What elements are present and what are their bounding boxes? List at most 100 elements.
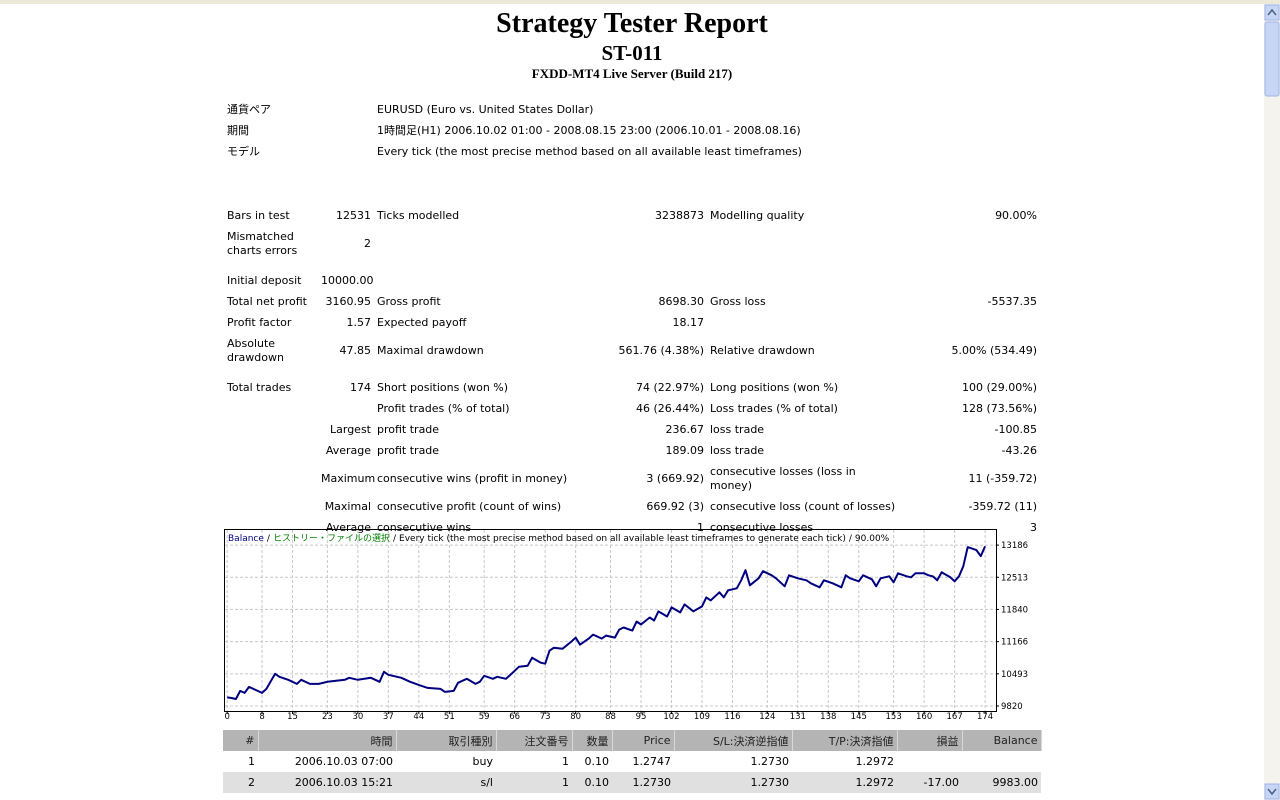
trade-cell bbox=[962, 751, 1041, 772]
x-tick-label: 0 bbox=[224, 712, 229, 722]
stats-row: Maximal consecutive profit (count of wins… bbox=[224, 496, 1040, 517]
x-tick-label: 167 bbox=[947, 712, 963, 722]
x-tick-label: 88 bbox=[605, 712, 616, 722]
arrow-down bbox=[1267, 788, 1277, 796]
stat-label: Ticks modelled bbox=[377, 208, 460, 222]
stat-value: -5537.35 bbox=[987, 294, 1038, 308]
legend-separator: / bbox=[848, 534, 852, 544]
balance-line bbox=[227, 545, 987, 700]
stat-value: 74 (22.97%) bbox=[635, 380, 704, 394]
info-label: 期間 bbox=[227, 123, 249, 137]
stats-row: Total net profit 3160.95 Gross profit 8698.… bbox=[224, 291, 1040, 312]
trade-cell: 1 bbox=[248, 755, 255, 768]
stat-label bbox=[224, 398, 318, 419]
x-tick-label: 124 bbox=[759, 712, 775, 722]
stat-label: Relative drawdown bbox=[710, 343, 815, 357]
stats-row: Bars in test 12531 Ticks modelled 3238873 Mo… bbox=[224, 205, 1040, 226]
scroll-thumb[interactable] bbox=[1264, 21, 1280, 97]
scrollbar-track[interactable] bbox=[1264, 4, 1280, 800]
trade-cell: 2006.10.03 07:00 bbox=[294, 755, 393, 768]
stat-value bbox=[600, 270, 707, 291]
trades-table: # 時間 取引種別 注文番号 数量 Price S/L:決済逆指値 T/P:決済指値 損益 Bal… bbox=[223, 730, 1042, 793]
stat-value: 561.76 (4.38%) bbox=[618, 343, 704, 357]
stat-label bbox=[374, 270, 600, 291]
x-tick-label: 116 bbox=[724, 712, 740, 722]
chart-legend: Balance / ヒストリー・ファイルの選択 / Every tick (the mo… bbox=[228, 531, 889, 544]
y-tick-label: 12513 bbox=[1001, 573, 1028, 583]
stat-value: 10000.00 bbox=[321, 273, 374, 287]
stat-value bbox=[900, 226, 1040, 261]
scroll-down[interactable] bbox=[1264, 783, 1280, 800]
stat-label bbox=[224, 440, 318, 461]
stat-label: Maximal drawdown bbox=[377, 343, 484, 357]
y-tick-label: 9820 bbox=[1001, 702, 1023, 712]
stat-value: 1.57 bbox=[346, 315, 372, 329]
stat-label: Gross profit bbox=[377, 294, 441, 308]
stat-value bbox=[318, 398, 374, 419]
x-tick-label: 95 bbox=[636, 712, 647, 722]
stat-label bbox=[224, 496, 318, 517]
stat-label: consecutive profit (count of wins) bbox=[377, 499, 562, 513]
trade-cell bbox=[897, 751, 962, 772]
stat-label: Gross loss bbox=[710, 294, 766, 308]
column-header: 取引種別 bbox=[396, 730, 497, 751]
x-tick-label: 109 bbox=[694, 712, 710, 722]
legend-quality: 90.00% bbox=[854, 534, 890, 544]
column-header: T/P:決済指値 bbox=[792, 730, 898, 751]
spacer-cell bbox=[224, 162, 1040, 205]
trade-cell: s/l bbox=[396, 772, 496, 793]
stat-label bbox=[707, 270, 900, 291]
trade-cell: 0.10 bbox=[584, 755, 610, 768]
stats-row: Mismatched charts errors 2 bbox=[224, 226, 1040, 261]
trade-cell: 1.2730 bbox=[674, 772, 792, 793]
trade-cell: 2 bbox=[223, 772, 258, 793]
column-header: Balance bbox=[962, 730, 1042, 751]
stat-value: 3238873 bbox=[655, 208, 704, 222]
stats-row: Initial deposit 10000.00 bbox=[224, 270, 1040, 291]
column-header: # bbox=[223, 730, 259, 751]
column-header: 注文番号 bbox=[496, 730, 573, 751]
y-tick-label: 11166 bbox=[1001, 638, 1028, 648]
info-row: 期間 1時間足(H1) 2006.10.02 01:00 - 2008.08.15… bbox=[224, 120, 1040, 141]
column-header: 数量 bbox=[572, 730, 613, 751]
stat-value: 128 (73.56%) bbox=[961, 401, 1038, 415]
x-tick-label: 153 bbox=[886, 712, 902, 722]
info-label: モデル bbox=[227, 144, 260, 158]
stat-label: Profit trades (% of total) bbox=[377, 401, 510, 415]
report-title: Strategy Tester Report bbox=[496, 8, 768, 39]
stat-value: -359.72 (11) bbox=[968, 499, 1038, 513]
server-name: FXDD-MT4 Live Server (Build 217) bbox=[531, 66, 733, 81]
y-tick-label: 10493 bbox=[1001, 670, 1028, 680]
stat-value: 1 bbox=[697, 520, 704, 534]
scroll-up[interactable] bbox=[1264, 4, 1280, 21]
spacer-cell bbox=[224, 261, 1040, 270]
legend-separator: / bbox=[266, 534, 270, 544]
stat-value: 3 bbox=[1030, 520, 1038, 534]
spacer-cell bbox=[224, 368, 1040, 377]
trade-cell: 1.2730 bbox=[612, 772, 674, 793]
stat-value: -43.26 bbox=[1001, 443, 1038, 457]
stat-label: Short positions (won %) bbox=[377, 380, 509, 394]
stats-row: Average consecutive wins 1 consecutive loss… bbox=[224, 517, 1040, 538]
stat-value: 18.17 bbox=[672, 315, 705, 329]
column-header: Price bbox=[612, 730, 675, 751]
stat-value: -100.85 bbox=[994, 422, 1038, 436]
stats-row: Profit factor 1.57 Expected payoff 18.17 bbox=[224, 312, 1040, 333]
trade-cell: 1.2972 bbox=[855, 755, 895, 768]
stat-label bbox=[707, 312, 900, 333]
column-header: S/L:決済逆指値 bbox=[674, 730, 793, 751]
stat-label: Total net profit bbox=[227, 294, 307, 308]
stat-label: profit trade bbox=[377, 422, 440, 436]
stat-label: Absolute drawdown bbox=[227, 336, 284, 364]
arrow-up bbox=[1267, 8, 1277, 16]
stat-label: profit trade bbox=[377, 443, 440, 457]
stat-value bbox=[900, 312, 1040, 333]
stat-value: 12531 bbox=[336, 208, 371, 222]
spacer bbox=[224, 261, 1040, 270]
trade-cell: 1 bbox=[496, 772, 572, 793]
trades-header: # 時間 取引種別 注文番号 数量 Price S/L:決済逆指値 T/P:決済指値 損益 Bal… bbox=[223, 730, 1042, 751]
stat-value: Maximum bbox=[321, 471, 376, 485]
stat-value: 90.00% bbox=[995, 208, 1038, 222]
stat-label bbox=[224, 461, 318, 496]
